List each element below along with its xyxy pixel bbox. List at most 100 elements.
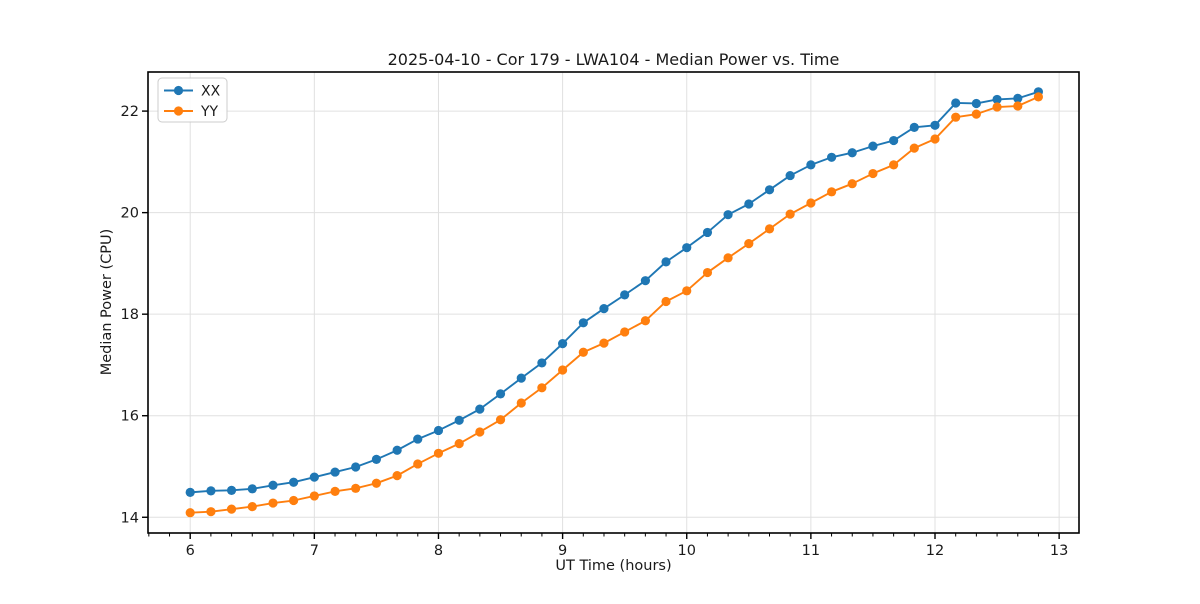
- series-yy-marker: [930, 134, 940, 144]
- series-xx-marker: [847, 148, 857, 158]
- series-yy-marker: [785, 209, 795, 219]
- series-xx-marker: [827, 152, 837, 162]
- series-yy-marker: [289, 495, 299, 506]
- series-xx-marker: [868, 141, 878, 151]
- series-yy-marker: [640, 316, 651, 326]
- series-yy-marker: [578, 347, 588, 357]
- series-xx-marker: [392, 445, 402, 455]
- series-yy-marker: [454, 439, 464, 449]
- series-yy-marker: [1033, 92, 1044, 102]
- legend-entry-yy: YY: [164, 104, 219, 120]
- series-yy-marker: [744, 239, 754, 249]
- x-tick-label: 12: [926, 543, 944, 559]
- series-xx-marker: [475, 404, 485, 414]
- y-tick-label: 14: [121, 510, 139, 526]
- series-xx-marker: [206, 486, 216, 496]
- legend-label: YY: [200, 104, 219, 120]
- series-yy-marker: [723, 253, 733, 263]
- series-xx-marker: [599, 303, 609, 314]
- series-yy-marker: [827, 187, 837, 197]
- legend-entry-xx: XX: [164, 84, 221, 100]
- series-xx-marker: [495, 389, 506, 399]
- series-yy-marker: [309, 491, 319, 501]
- x-tick-label: 11: [802, 543, 820, 559]
- axes-frame: [147, 71, 1080, 534]
- series-yy-marker: [330, 486, 340, 496]
- series-xx-marker: [909, 122, 919, 132]
- series-yy-marker: [661, 296, 671, 307]
- series-yy-marker: [268, 498, 278, 508]
- series-xx-marker: [971, 98, 981, 109]
- series-yy-marker: [371, 478, 382, 488]
- series-xx-marker: [268, 480, 278, 490]
- series-yy-marker: [247, 501, 257, 512]
- series-xx-marker: [351, 462, 361, 472]
- series-xx-marker: [889, 135, 899, 146]
- series-xx-marker: [992, 94, 1002, 105]
- series-yy-marker: [558, 365, 568, 375]
- series-xx-marker: [558, 339, 568, 349]
- series-xx-marker: [930, 120, 940, 130]
- series-yy-marker: [413, 459, 423, 469]
- series-xx-marker: [309, 472, 319, 482]
- series-xx-marker: [620, 290, 630, 300]
- series-xx-marker: [785, 170, 795, 181]
- series-xx-marker: [1013, 93, 1023, 104]
- series-xx-marker: [702, 227, 713, 238]
- legend: XX YY: [157, 77, 228, 123]
- series-xx-marker: [744, 199, 754, 209]
- series-xx-marker: [330, 467, 340, 477]
- series-xx-marker: [578, 318, 588, 328]
- series-yy-marker: [206, 507, 216, 517]
- series-xx-marker: [951, 98, 961, 108]
- series-yy-marker: [185, 508, 195, 518]
- series-yy-line: [190, 96, 1039, 514]
- series-xx-marker: [247, 484, 257, 494]
- series-xx-marker: [289, 477, 299, 487]
- series-yy-marker: [806, 198, 816, 208]
- series-xx-marker: [661, 257, 671, 267]
- series-xx-marker: [371, 454, 382, 464]
- series-yy-marker: [226, 504, 237, 514]
- legend-marker-sample: [173, 106, 184, 116]
- series-yy-marker: [889, 160, 899, 170]
- x-axis-label: UT Time (hours): [555, 558, 672, 574]
- series-xx-marker: [226, 485, 237, 495]
- series-yy-marker: [909, 143, 919, 153]
- series-yy-marker: [495, 415, 506, 425]
- x-tick-label: 6: [186, 543, 195, 559]
- series-yy-marker: [620, 327, 630, 337]
- series-xx-marker: [806, 160, 816, 170]
- x-tick-label: 8: [434, 543, 443, 559]
- y-tick-label: 22: [121, 104, 139, 120]
- x-tick-label: 10: [678, 543, 696, 559]
- series-xx-marker: [433, 425, 444, 436]
- legend-marker-sample: [173, 85, 184, 96]
- series-yy-marker: [847, 179, 857, 189]
- series-xx-marker: [516, 373, 526, 383]
- legend-label: XX: [201, 84, 221, 100]
- series-xx-marker: [413, 434, 423, 444]
- series-xx-marker: [764, 185, 775, 195]
- series-yy-marker: [516, 398, 526, 408]
- series-xx-marker: [454, 415, 464, 425]
- series-yy-marker: [702, 267, 713, 278]
- series-yy-marker: [992, 102, 1002, 112]
- series-yy-marker: [433, 448, 444, 458]
- x-tick-label: 7: [310, 543, 319, 559]
- x-tick-label: 13: [1050, 543, 1068, 559]
- series-xx-marker: [640, 276, 651, 286]
- series-yy-marker: [951, 112, 961, 122]
- y-tick-label: 16: [121, 409, 139, 425]
- y-tick-label: 18: [121, 307, 139, 323]
- series-xx-marker: [682, 243, 692, 253]
- series-yy-marker: [682, 286, 692, 296]
- series-yy-marker: [764, 224, 775, 234]
- series-yy-marker: [537, 383, 547, 393]
- series-yy-marker: [599, 338, 609, 348]
- x-tick-label: 9: [558, 543, 567, 559]
- series-yy-marker: [868, 168, 878, 179]
- chart-title: 2025-04-10 - Cor 179 - LWA104 - Median P…: [387, 50, 840, 69]
